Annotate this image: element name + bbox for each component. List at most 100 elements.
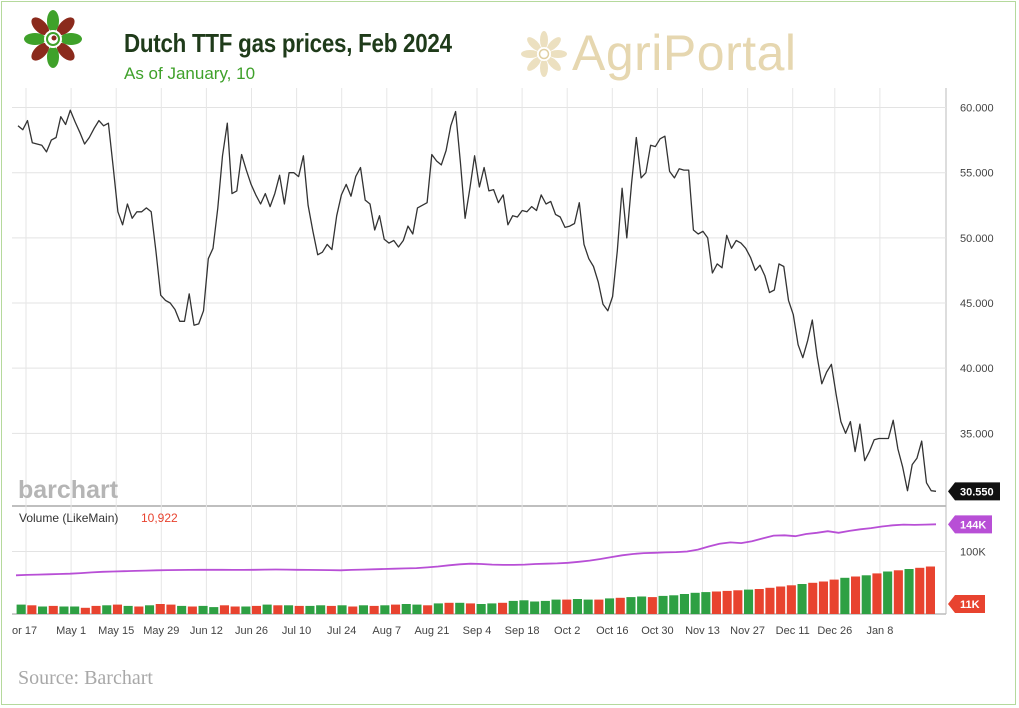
volume-last-tag [948,595,985,613]
x-tick-label: Aug 7 [372,625,401,637]
volume-bar [637,596,647,614]
volume-bar [27,605,37,615]
x-tick-label: Sep 4 [463,625,492,637]
chart-grid [12,88,947,615]
volume-bar [818,581,828,614]
x-tick-label: Dec 11 [776,625,810,637]
volume-bar [358,605,368,615]
volume-bar [551,599,561,614]
volume-bar [883,571,893,614]
volume-bar [540,600,550,614]
last-price-tag [948,482,1000,501]
x-tick-label: Jul 24 [327,625,356,637]
agriportal-sun-icon [521,31,567,77]
volume-average-tag [948,515,992,534]
x-tick-label: May 15 [98,625,134,637]
volume-bar [91,605,101,614]
volume-bar [369,605,379,614]
price-tick-label: 55.000 [960,168,994,180]
volume-tick-label: 100K [960,547,986,559]
volume-bar [145,605,155,615]
volume-bar [262,604,272,614]
volume-bar [209,607,219,614]
x-tick-label: Oct 2 [554,625,580,637]
volume-bar [679,594,689,614]
source-note: Source: Barchart [18,667,153,689]
volume-bar [765,587,775,615]
volume-bar [380,605,390,615]
price-tick-label: 35.000 [960,428,994,440]
volume-bar [701,592,711,614]
barchart-watermark: barchart [18,476,119,504]
volume-bar [605,598,615,614]
volume-bar [626,597,636,614]
volume-bar [476,604,486,614]
price-tick-label: 50.000 [960,233,994,245]
volume-bar [594,599,604,614]
x-tick-label: Jul 10 [282,625,311,637]
volume-bar [465,603,475,614]
volume-bar [391,604,401,614]
volume-bar [915,567,925,615]
volume-bar [241,606,251,614]
volume-bar [38,606,48,614]
agriportal-brand: AgriPortal [572,25,797,81]
volume-bar [251,605,261,614]
x-tick-label: Oct 16 [596,625,628,637]
price-series-line [17,109,937,492]
volume-bar [797,584,807,614]
volume-bar [829,579,839,614]
volume-bar [455,602,465,615]
volume-bar [273,605,283,615]
volume-bar [754,589,764,614]
volume-bar [711,591,721,614]
x-tick-label: or 17 [12,625,37,637]
volume-bar [498,602,508,615]
volume-bar [808,582,818,615]
price-tick-label: 60.000 [960,103,994,115]
volume-panel-label: Volume (LikeMain) [19,511,118,525]
volume-bar [519,600,529,615]
volume-bar [166,604,176,614]
volume-bar [219,605,229,615]
volume-bar [690,592,700,615]
volume-bar [669,595,679,615]
volume-bar [925,566,935,614]
volume-moving-average-line [15,523,937,577]
volume-bar [59,606,69,614]
volume-bar [861,575,871,615]
volume-layer [15,523,937,615]
flower-logo-icon [24,10,82,68]
price-layer [17,109,937,492]
volume-bar [316,605,326,615]
x-tick-label: Jan 8 [866,625,893,637]
volume-bar [572,599,582,614]
volume-bar [722,590,732,614]
volume-bar [615,597,625,615]
volume-bar [348,606,358,614]
x-tick-label: May 29 [143,625,179,637]
volume-bar [70,606,80,614]
x-tick-label: May 1 [56,625,86,637]
volume-bar [102,605,112,615]
volume-bar [508,600,518,614]
volume-bar [872,573,882,614]
volume-bar [134,606,144,614]
volume-bar [337,605,347,615]
volume-bar [583,599,593,614]
x-tick-label: Aug 21 [414,625,449,637]
volume-bar [444,602,454,615]
volume-bar [284,605,294,615]
volume-bar [123,605,133,614]
volume-bar [80,607,90,615]
chart-title: Dutch TTF gas prices, Feb 2024 [124,28,452,58]
volume-bar [187,606,197,614]
volume-bar [112,604,122,614]
volume-bar [487,603,497,614]
price-tick-label: 45.000 [960,298,994,310]
volume-bar [48,605,58,614]
volume-bar [305,605,315,614]
volume-current-value: 10,922 [141,511,178,525]
